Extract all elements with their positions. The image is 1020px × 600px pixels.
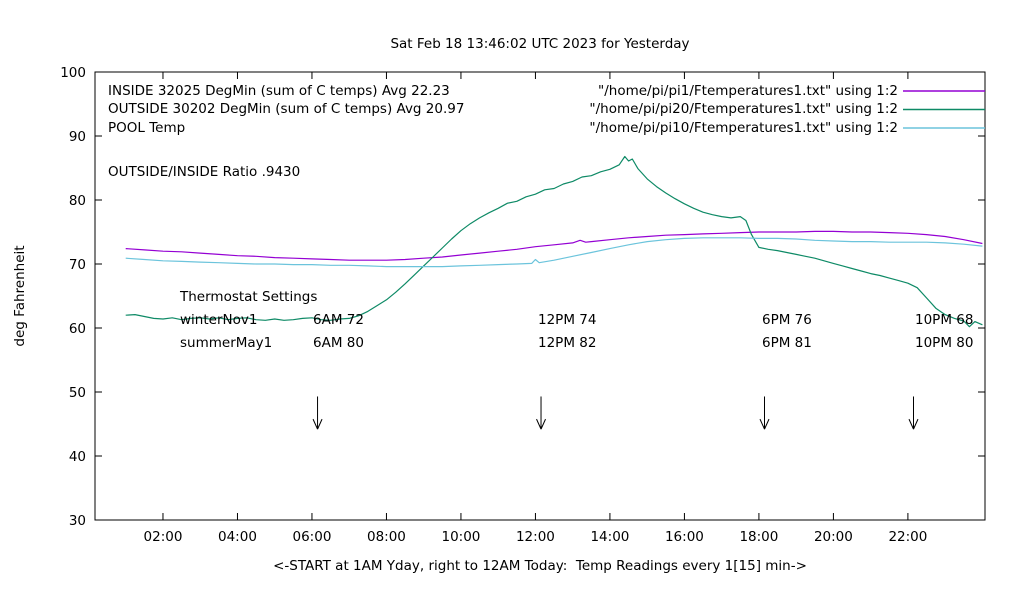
schedule-arrowhead: [759, 418, 765, 430]
series-outside-line: [125, 155, 983, 328]
y-tick-label: 70: [69, 257, 86, 273]
legend-file-inside: "/home/pi/pi1/Ftemperatures1.txt" using …: [598, 83, 898, 99]
y-tick-label: 40: [69, 449, 86, 465]
x-tick-label: 12:00: [516, 529, 555, 545]
thermostat-summer-10pm: 10PM 80: [915, 335, 974, 351]
thermostat-summer-6am: 6AM 80: [313, 335, 364, 351]
schedule-arrowhead: [312, 418, 319, 430]
thermostat-row-summer: summerMay1 6AM 80 12PM 82 6PM 81 10PM 80: [0, 335, 1020, 351]
thermostat-winter-6pm: 6PM 76: [762, 312, 812, 328]
x-tick-label: 02:00: [144, 529, 183, 545]
thermostat-summer-12pm: 12PM 82: [538, 335, 597, 351]
schedule-arrowhead: [764, 418, 770, 430]
schedule-arrowhead: [540, 418, 546, 430]
legend-file-pool: "/home/pi/pi10/Ftemperatures1.txt" using…: [589, 120, 898, 136]
schedule-arrowhead: [317, 418, 323, 430]
chart-title: Sat Feb 18 13:46:02 UTC 2023 for Yesterd…: [390, 36, 690, 52]
thermostat-winter-name: winterNov1: [180, 312, 258, 328]
thermostat-winter-10pm: 10PM 68: [915, 312, 974, 328]
x-tick-label: 16:00: [665, 529, 704, 545]
legend-label-inside: INSIDE 32025 DegMin (sum of C temps) Avg…: [108, 83, 450, 99]
y-tick-label: 80: [69, 193, 86, 209]
y-tick-label: 30: [69, 513, 86, 529]
x-tick-label: 22:00: [888, 529, 927, 545]
thermostat-winter-6am: 6AM 72: [313, 312, 364, 328]
x-tick-label: 14:00: [590, 529, 629, 545]
plot-border: [94, 71, 986, 521]
y-tick-label: 90: [69, 129, 86, 145]
schedule-arrowhead: [536, 418, 542, 430]
x-tick-label: 04:00: [218, 529, 257, 545]
legend-file-outside: "/home/pi/pi20/Ftemperatures1.txt" using…: [589, 101, 898, 117]
thermostat-row-winter: winterNov1 6AM 72 12PM 74 6PM 76 10PM 68: [0, 312, 1020, 328]
y-tick-label: 100: [60, 65, 86, 81]
schedule-arrowhead: [908, 418, 914, 430]
thermostat-winter-12pm: 12PM 74: [538, 312, 597, 328]
legend-label-pool: POOL Temp: [108, 120, 186, 136]
thermostat-header: Thermostat Settings: [180, 289, 318, 305]
y-axis-label: deg Fahrenheit: [12, 245, 28, 347]
thermostat-summer-6pm: 6PM 81: [762, 335, 812, 351]
ratio-text: OUTSIDE/INSIDE Ratio .9430: [108, 164, 301, 180]
series-inside-line: [125, 230, 983, 261]
x-tick-label: 10:00: [441, 529, 480, 545]
x-tick-label: 08:00: [367, 529, 406, 545]
y-tick-label: 60: [69, 321, 86, 337]
schedule-arrowhead: [913, 418, 919, 430]
x-tick-label: 20:00: [814, 529, 853, 545]
y-tick-label: 50: [69, 385, 86, 401]
legend-label-outside: OUTSIDE 30202 DegMin (sum of C temps) Av…: [108, 101, 465, 117]
x-tick-label: 18:00: [739, 529, 778, 545]
thermostat-summer-name: summerMay1: [180, 335, 273, 351]
x-tick-label: 06:00: [293, 529, 332, 545]
x-axis-label: <-START at 1AM Yday, right to 12AM Today…: [273, 558, 807, 574]
series-pool-line: [125, 237, 983, 268]
